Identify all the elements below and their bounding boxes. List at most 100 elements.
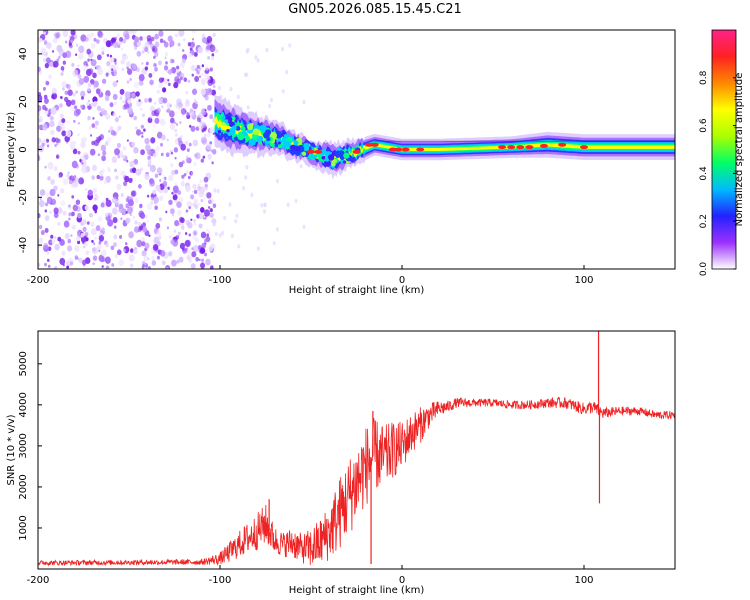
noise-cell: [193, 162, 197, 167]
noise-cell: [38, 262, 41, 267]
noise-cell: [154, 173, 159, 178]
noise-cell: [90, 228, 97, 236]
noise-cell: [203, 197, 206, 200]
noise-cell: [51, 137, 56, 143]
noise-cell: [178, 30, 185, 37]
noise-cell: [166, 138, 169, 142]
noise-cell: [92, 164, 98, 171]
ridge-peak: [580, 145, 588, 150]
noise-cell: [80, 141, 86, 149]
noise-cell: [101, 227, 105, 232]
noise-cell: [74, 245, 80, 252]
noise-cell: [190, 263, 196, 269]
noise-cell: [50, 129, 55, 136]
y-tick-label: 40: [18, 48, 29, 61]
noise-cell: [206, 228, 209, 232]
noise-cell: [159, 142, 164, 147]
noise-cell: [192, 139, 198, 147]
y-tick-label: 1000: [18, 515, 29, 540]
noise-cell: [146, 219, 149, 223]
ridge-peak: [401, 147, 410, 152]
noise-cell: [129, 78, 132, 81]
noise-cell: [206, 192, 212, 199]
noise-cell: [144, 137, 150, 145]
noise-cell: [128, 177, 133, 184]
noise-cell: [81, 167, 87, 174]
noise-cell: [131, 30, 138, 35]
ridge-blob: [226, 129, 230, 133]
noise-cell: [223, 215, 227, 221]
noise-cell: [113, 225, 117, 229]
noise-cell: [149, 164, 156, 173]
noise-cell: [136, 239, 143, 248]
noise-cell: [61, 250, 66, 256]
noise-cell: [100, 256, 106, 263]
noise-cell: [185, 155, 188, 158]
noise-cell: [141, 213, 145, 219]
noise-cell: [172, 194, 178, 201]
ridge-peak: [352, 149, 361, 154]
noise-cell: [96, 136, 99, 140]
noise-cell: [78, 45, 85, 54]
noise-cell: [87, 58, 90, 62]
y-tick-label: -40: [18, 237, 29, 253]
noise-cell: [141, 250, 147, 257]
noise-cell: [145, 144, 151, 152]
noise-cell: [96, 54, 102, 61]
noise-cell: [112, 64, 119, 72]
noise-cell: [256, 246, 260, 251]
noise-cell: [67, 171, 70, 175]
noise-cell: [144, 214, 148, 219]
noise-cell: [57, 138, 61, 143]
noise-cell: [99, 175, 104, 181]
noise-cell: [203, 215, 206, 219]
noise-cell: [84, 187, 88, 192]
noise-cell: [214, 231, 218, 237]
noise-cell: [201, 64, 204, 68]
noise-cell: [44, 215, 50, 222]
noise-cell: [100, 249, 107, 257]
noise-cell: [170, 163, 174, 168]
noise-cell: [41, 51, 45, 56]
noise-cell: [179, 242, 186, 250]
noise-cell: [173, 147, 179, 153]
noise-cell: [187, 175, 191, 180]
noise-cell: [178, 256, 184, 263]
noise-cell: [93, 100, 98, 106]
noise-cell: [64, 96, 69, 103]
noise-cell: [54, 266, 58, 269]
noise-cell: [192, 244, 199, 253]
noise-cell: [81, 96, 84, 100]
noise-cell: [140, 237, 145, 242]
ridge-blob: [333, 158, 338, 163]
noise-cell: [198, 258, 201, 262]
noise-cell: [182, 49, 185, 53]
ridge-blob: [252, 128, 260, 136]
noise-cell: [161, 134, 166, 141]
noise-cell: [174, 132, 179, 137]
noise-cell: [171, 191, 174, 195]
noise-cell: [108, 129, 111, 133]
noise-cell: [154, 51, 159, 58]
noise-cell: [106, 53, 110, 57]
noise-cell: [117, 44, 121, 49]
noise-cell: [194, 75, 200, 83]
noise-cell: [286, 202, 290, 207]
noise-cell: [64, 40, 68, 44]
noise-cell: [229, 86, 233, 92]
noise-cell: [138, 184, 142, 189]
noise-cell: [45, 80, 50, 86]
ridge-peak: [394, 147, 403, 152]
ridge-peak: [539, 143, 548, 148]
noise-cell: [75, 236, 80, 242]
noise-cell: [237, 244, 241, 249]
noise-cell: [56, 207, 63, 215]
noise-cell: [72, 204, 79, 212]
noise-cell: [46, 251, 50, 255]
noise-cell: [100, 202, 105, 208]
ridge-blob: [331, 161, 336, 167]
line-frame: [37, 330, 676, 570]
y-tick-label: 4000: [18, 392, 29, 417]
noise-cell: [174, 199, 178, 204]
noise-cell: [81, 161, 84, 165]
